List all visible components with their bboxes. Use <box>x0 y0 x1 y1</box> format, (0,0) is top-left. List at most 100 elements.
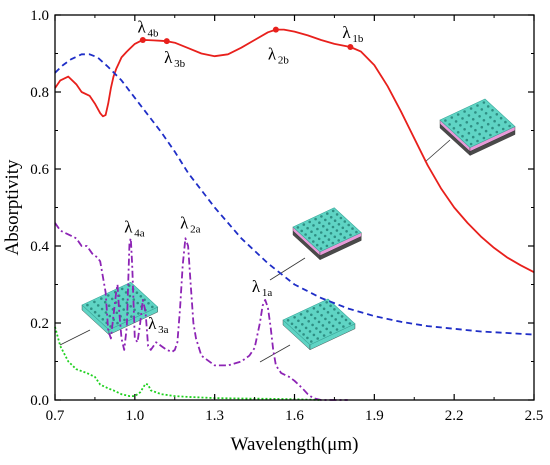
slab-bump <box>491 109 494 112</box>
slab-bump <box>93 310 97 314</box>
slab-bump <box>489 116 492 119</box>
slab-bump <box>469 107 473 110</box>
series-layer <box>54 28 535 401</box>
slab-bump <box>348 322 352 325</box>
slab-bump <box>324 218 327 222</box>
slab-bump <box>459 124 462 127</box>
slab-bump <box>308 236 311 240</box>
series-line-3 <box>54 326 322 401</box>
slab-bump <box>484 112 488 115</box>
slab-bump <box>327 238 331 241</box>
x-tick-label: 1.6 <box>285 408 304 424</box>
slab-bump <box>450 116 454 119</box>
y-tick-label: 1.0 <box>30 8 49 24</box>
slab-bump <box>103 300 107 304</box>
slab-bump <box>328 321 331 324</box>
slab-bump <box>335 229 339 232</box>
slab-bump <box>319 231 323 234</box>
slab-bump <box>465 121 469 124</box>
x-axis-label: Wavelength(μm) <box>231 434 359 455</box>
slab-bump <box>329 215 333 219</box>
slab-bump <box>310 230 313 233</box>
series-line-0 <box>54 28 535 273</box>
slab-bump <box>139 295 143 298</box>
marker-layer <box>139 26 354 50</box>
slab-bump <box>497 123 501 127</box>
slab-bump <box>132 298 136 301</box>
x-tick-label: 1.3 <box>205 408 224 424</box>
slab-bump <box>306 336 309 340</box>
slab-bump <box>355 230 358 234</box>
slab-bump <box>491 126 494 130</box>
slab-bump <box>124 291 128 294</box>
slab-bump <box>495 130 499 134</box>
slab-bump <box>308 330 312 333</box>
slab-bump <box>467 131 471 135</box>
slab-bump <box>129 305 132 308</box>
slab-bump <box>121 297 125 301</box>
slab-bump <box>300 229 304 233</box>
slab-bump <box>347 223 351 227</box>
slab-bump <box>299 313 303 316</box>
x-tick-label: 2.5 <box>525 408 544 424</box>
slab-bump <box>349 233 352 237</box>
peak-label-subscript: 3b <box>174 58 186 70</box>
slab-bump <box>317 237 321 241</box>
slab-bump <box>147 302 150 305</box>
slab-bump <box>335 328 339 331</box>
slab-bump <box>342 325 345 328</box>
slab-bump <box>302 333 305 336</box>
slab-bump <box>324 317 327 321</box>
slab-bump <box>137 312 140 315</box>
slab-bump <box>314 234 317 237</box>
slab-bump <box>306 310 309 313</box>
slab-bump <box>319 247 323 250</box>
annotation-layer: λ 4bλ 3bλ 2bλ 1bλ 4aλ 2aλ 3aλ 1a <box>124 17 364 335</box>
slab-bump <box>323 234 327 238</box>
slab-bump <box>112 318 115 321</box>
slab-bump <box>508 124 511 128</box>
slab-front <box>469 130 516 156</box>
structure-inset <box>59 281 159 346</box>
peak-marker <box>272 26 279 33</box>
slab-bump <box>307 320 311 323</box>
slab-bump <box>135 291 139 295</box>
slab-bump <box>334 318 338 321</box>
slab-bump <box>322 224 325 228</box>
peak-label-subscript: 3a <box>158 324 169 336</box>
slab-bump <box>128 294 132 298</box>
slab-bump <box>499 116 503 120</box>
slab-bump <box>484 129 488 133</box>
structure-inset <box>269 207 362 281</box>
series-line-2 <box>54 222 348 401</box>
slab-bump <box>133 308 136 312</box>
slab-front <box>319 236 362 261</box>
slab-bump <box>320 314 323 317</box>
y-axis-label: Absorptivity <box>2 159 23 256</box>
x-tick-label: 0.7 <box>46 408 65 424</box>
slab-bump <box>120 287 124 291</box>
x-tick-label: 1.9 <box>365 408 384 424</box>
slab-bump <box>125 301 129 305</box>
slab-bump <box>312 307 316 310</box>
slab-bump <box>304 326 308 330</box>
slab-bump <box>303 316 307 320</box>
slab-bump <box>109 325 112 328</box>
slab-bump <box>321 324 325 327</box>
slab-bump <box>319 330 322 334</box>
slab-bump <box>310 340 313 343</box>
slab-bump <box>293 316 296 319</box>
y-tick-label: 0.2 <box>30 316 49 332</box>
y-tick-label: 0.6 <box>30 162 49 178</box>
slab-bump <box>482 119 486 122</box>
slab-bump <box>320 215 323 218</box>
slab-bump <box>310 313 313 317</box>
slab-bump <box>501 127 505 131</box>
slab-bump <box>331 241 335 245</box>
peak-label: λ <box>180 214 189 233</box>
slab-bump <box>444 119 447 122</box>
slab-bump <box>337 311 340 315</box>
slab-bump <box>316 227 319 231</box>
slab-bump <box>493 119 496 123</box>
slab-bump <box>333 235 337 239</box>
